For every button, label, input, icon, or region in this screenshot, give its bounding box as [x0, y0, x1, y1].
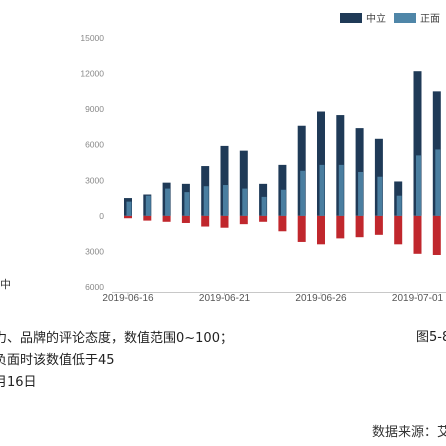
axis-side-label: 中: [0, 278, 11, 291]
bar-negative: [374, 215, 383, 235]
bar-negative: [143, 215, 152, 221]
bar-positive: [377, 176, 383, 216]
bar-negative: [297, 215, 306, 242]
bar-positive: [242, 188, 248, 216]
x-tick-label: 2019-06-21: [199, 293, 251, 304]
bar-negative: [413, 215, 422, 254]
y-tick-label: 6000: [85, 282, 104, 292]
bar-positive: [223, 185, 228, 216]
bar-positive: [416, 155, 421, 216]
bar-negative: [259, 215, 268, 222]
notes: 力、品牌的评论态度，数值范围0~100； 负面时该数值低于45 月16日: [0, 328, 233, 394]
legend-label-positive: 正面: [420, 14, 440, 25]
x-tick-label: 2019-07-01: [392, 293, 444, 304]
bar-negative: [124, 215, 132, 219]
y-tick-label: 9000: [85, 104, 104, 114]
bar-positive: [145, 195, 151, 216]
bar-negative: [201, 215, 210, 227]
legend: 中立 正面: [340, 10, 444, 25]
bar-neutral: [220, 145, 229, 216]
bar-positive: [396, 195, 402, 216]
y-tick-label: 3000: [85, 175, 104, 185]
bar-negative: [220, 215, 229, 228]
bar-positive: [261, 196, 267, 216]
bar-negative: [336, 215, 345, 239]
legend-swatch-neutral: [340, 12, 362, 23]
bar-neutral: [239, 150, 248, 216]
bar-negative: [355, 215, 364, 238]
note-line: 负面时该数值低于45: [0, 353, 115, 368]
y-tick-label: 0: [99, 211, 104, 221]
bar-positive: [184, 192, 190, 216]
note-line: 力、品牌的评论态度，数值范围0~100；: [0, 331, 233, 346]
legend-swatch-positive: [394, 12, 416, 23]
y-tick-label: 12000: [80, 69, 104, 79]
bar-positive: [338, 164, 344, 216]
bar-negative: [394, 215, 403, 245]
bar-negative: [317, 215, 325, 245]
figure-number: 图5-8: [416, 330, 446, 345]
bar-positive: [300, 170, 306, 216]
note-line: 月16日: [0, 375, 37, 390]
bar-positive: [358, 171, 364, 216]
y-tick-label: 15000: [80, 33, 104, 43]
bar-positive: [435, 149, 441, 216]
bar-positive: [203, 186, 209, 216]
bar-negative: [181, 215, 190, 223]
legend-label-neutral: 中立: [366, 14, 386, 25]
bar-negative: [239, 215, 248, 225]
bar-neutral: [413, 71, 422, 216]
y-tick-label: 3000: [85, 246, 104, 256]
bar-negative: [432, 215, 441, 255]
bar-negative: [162, 215, 171, 222]
data-source: 数据来源：艾: [372, 425, 446, 440]
bar-positive: [165, 188, 171, 216]
bar-positive: [319, 164, 325, 216]
x-tick-label: 2019-06-16: [102, 293, 154, 304]
x-tick-label: 2019-06-26: [295, 293, 347, 304]
bar-positive: [280, 189, 286, 216]
bar-negative: [278, 215, 287, 232]
bar-neutral: [317, 111, 325, 216]
bar-positive: [126, 201, 132, 216]
y-tick-label: 6000: [85, 140, 104, 150]
